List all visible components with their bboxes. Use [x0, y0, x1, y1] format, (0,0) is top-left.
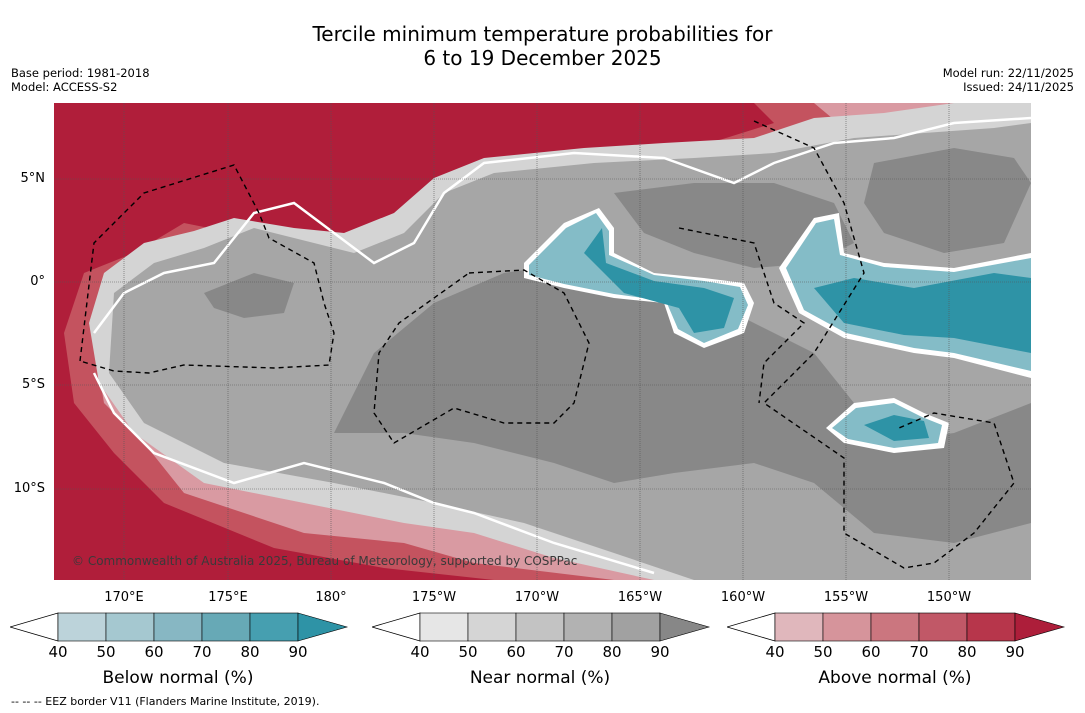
colorbar-above-max-arrow: [1014, 612, 1066, 642]
boundary-north: [93, 116, 1031, 334]
region-near-dark-west: [204, 273, 294, 318]
model-run: Model run: 22/11/2025: [942, 66, 1074, 80]
region-below-southeast-dark: [864, 415, 929, 441]
colorbar-near-max-arrow: [659, 612, 711, 642]
cb-near-tick-50: 50: [458, 643, 478, 661]
colorbar-above-title: Above normal (%): [818, 668, 972, 688]
lon-label-170w: 170°W: [514, 590, 560, 605]
region-below-east-dark: [814, 273, 1031, 353]
region-below-central-dark: [584, 228, 734, 333]
cb-above-tick-80: 80: [957, 643, 977, 661]
colorbar-above-seg-60: [870, 612, 920, 642]
cb-below-tick-60: 60: [144, 643, 164, 661]
colorbar-below-max-arrow: [297, 612, 349, 642]
lat-label-5s: 5°S: [21, 377, 45, 392]
cb-above-tick-70: 70: [909, 643, 929, 661]
colorbar-below-seg-60: [153, 612, 203, 642]
meta-left: Base period: 1981-2018 Model: ACCESS-S2: [11, 66, 150, 94]
probability-map: © Commonwealth of Australia 2025, Bureau…: [54, 103, 1031, 580]
cb-near-tick-80: 80: [602, 643, 622, 661]
colorbar-near-seg-60: [515, 612, 565, 642]
colorbar-below-seg-50: [105, 612, 155, 642]
cb-near-tick-90: 90: [650, 643, 670, 661]
eez-borders: [79, 120, 1015, 569]
cb-below-tick-40: 40: [48, 643, 68, 661]
colorbar-above-seg-40: [774, 612, 824, 642]
colorbar-below-min-arrow: [10, 612, 59, 642]
boundary-south: [92, 372, 655, 575]
colorbar-near-seg-50: [467, 612, 517, 642]
colorbar-near-seg-40: [419, 612, 469, 642]
colorbar-above-min-arrow: [727, 612, 776, 642]
cb-near-tick-40: 40: [410, 643, 430, 661]
cb-below-tick-90: 90: [288, 643, 308, 661]
cb-above-tick-60: 60: [861, 643, 881, 661]
model-name: Model: ACCESS-S2: [11, 80, 118, 94]
cb-near-tick-60: 60: [506, 643, 526, 661]
lon-label-170e: 170°E: [104, 590, 144, 605]
map-title: Tercile minimum temperature probabilitie…: [0, 22, 1085, 70]
region-near-dark-central: [334, 263, 1031, 543]
colorbar-near: [372, 612, 711, 642]
eez-footnote: -- -- -- EEZ border V11 (Flanders Marine…: [11, 695, 320, 708]
lon-label-175e: 175°E: [208, 590, 248, 605]
graticule: [54, 103, 1031, 580]
lon-label-150w: 150°W: [926, 590, 972, 605]
title-line-1: Tercile minimum temperature probabilitie…: [312, 22, 773, 46]
colorbar-above-seg-70: [918, 612, 968, 642]
cb-above-tick-50: 50: [813, 643, 833, 661]
lat-label-0: 0°: [30, 274, 45, 289]
colorbar-below-seg-40: [57, 612, 107, 642]
issued-date: Issued: 24/11/2025: [963, 80, 1074, 94]
colorbar-below-seg-80: [249, 612, 299, 642]
colorbar-above-seg-80: [966, 612, 1016, 642]
colorbar-above-seg-50: [822, 612, 872, 642]
base-period: Base period: 1981-2018: [11, 66, 150, 80]
meta-right: Model run: 22/11/2025 Issued: 24/11/2025: [943, 66, 1074, 94]
colorbar-below: [10, 612, 349, 642]
cb-above-tick-40: 40: [765, 643, 785, 661]
region-near-dark-northeast: [864, 148, 1031, 253]
cb-above-tick-90: 90: [1005, 643, 1025, 661]
title-line-2: 6 to 19 December 2025: [423, 46, 662, 70]
cb-below-tick-80: 80: [240, 643, 260, 661]
colorbar-near-seg-80: [611, 612, 661, 642]
colorbar-above: [727, 612, 1066, 642]
colorbar-below-title: Below normal (%): [102, 668, 254, 688]
cb-below-tick-70: 70: [192, 643, 212, 661]
colorbar-below-seg-70: [201, 612, 251, 642]
lon-label-160w: 160°W: [720, 590, 766, 605]
colorbar-near-min-arrow: [372, 612, 421, 642]
lat-label-10s: 10°S: [13, 481, 45, 496]
cb-near-tick-70: 70: [554, 643, 574, 661]
map-copyright: © Commonwealth of Australia 2025, Bureau…: [72, 554, 577, 568]
lat-label-5n: 5°N: [20, 171, 46, 186]
cb-below-tick-50: 50: [96, 643, 116, 661]
lon-label-155w: 155°W: [823, 590, 869, 605]
lon-label-175w: 175°W: [411, 590, 457, 605]
lon-label-180: 180°: [315, 590, 347, 605]
lon-label-165w: 165°W: [617, 590, 663, 605]
colorbar-near-seg-70: [563, 612, 613, 642]
colorbar-near-title: Near normal (%): [469, 668, 611, 688]
